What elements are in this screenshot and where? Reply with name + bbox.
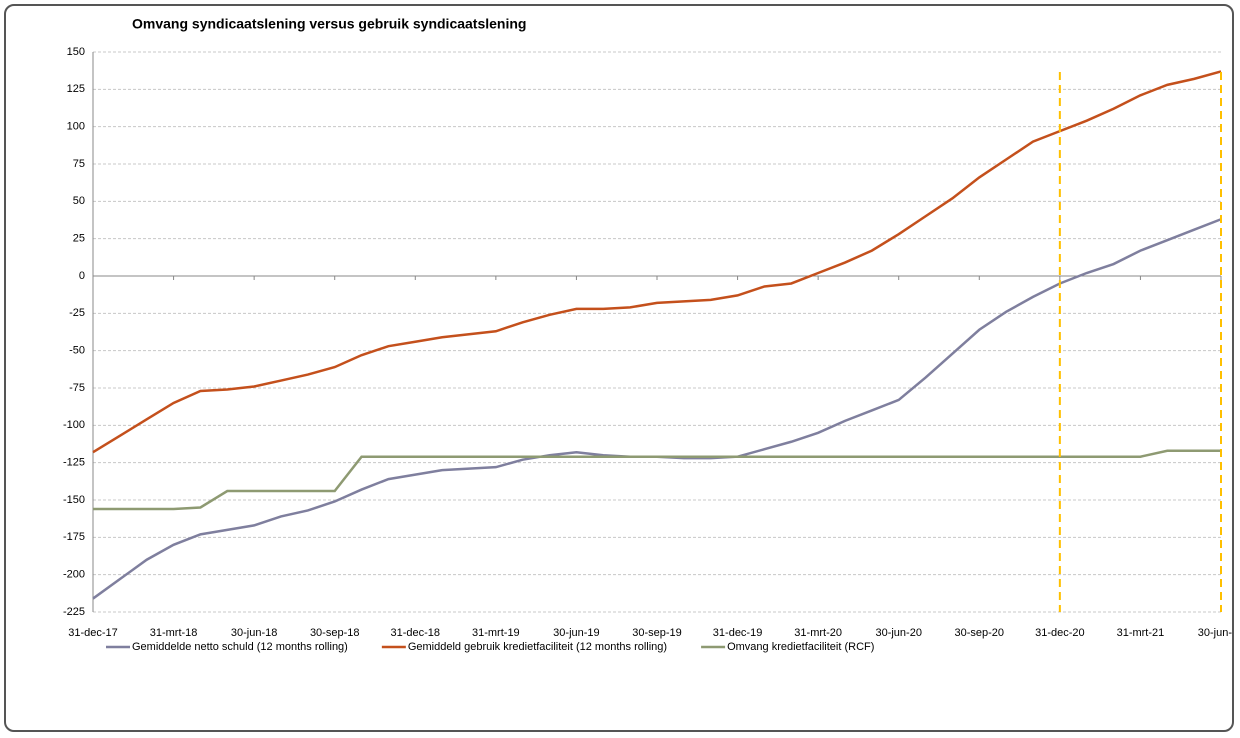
x-tick-label: 31-mrt-20 (794, 627, 842, 639)
y-tick-label: -100 (63, 419, 85, 431)
y-tick-label: 150 (67, 46, 85, 58)
x-tick-label: 31-mrt-21 (1117, 627, 1165, 639)
y-tick-label: 100 (67, 121, 85, 133)
x-tick-label: 31-mrt-18 (150, 627, 198, 639)
x-tick-label: 30-jun-19 (553, 627, 599, 639)
x-tick-label: 31-dec-18 (391, 627, 441, 639)
legend-label: Gemiddelde netto schuld (12 months rolli… (132, 641, 348, 653)
series-line (92, 70, 1222, 454)
x-tick-label: 30-sep-19 (632, 627, 682, 639)
y-tick-label: 75 (73, 158, 85, 170)
series-line (93, 449, 1221, 511)
chart-frame: Omvang syndicaatslening versus gebruik s… (4, 4, 1234, 732)
chart-title: Omvang syndicaatslening versus gebruik s… (132, 16, 526, 32)
legend-label: Gemiddeld gebruik kredietfaciliteit (12 … (408, 641, 667, 653)
y-tick-label: -200 (63, 569, 85, 581)
x-tick-label: 30-sep-18 (310, 627, 360, 639)
y-tick-label: -175 (63, 531, 85, 543)
x-tick-label: 31-dec-19 (713, 627, 763, 639)
x-tick-label: 31-dec-20 (1035, 627, 1085, 639)
y-tick-label: 0 (79, 270, 85, 282)
x-tick-label: 30-jun-18 (231, 627, 277, 639)
x-tick-label: 31-mrt-19 (472, 627, 520, 639)
x-tick-label: 30-jun-20 (875, 627, 921, 639)
y-tick-label: -50 (69, 345, 85, 357)
y-tick-label: -125 (63, 457, 85, 469)
y-tick-label: -150 (63, 494, 85, 506)
x-tick-label: 31-dec-17 (68, 627, 118, 639)
y-tick-label: 125 (67, 83, 85, 95)
legend-label: Omvang kredietfaciliteit (RCF) (727, 641, 874, 653)
y-tick-label: 50 (73, 195, 85, 207)
y-tick-label: 25 (73, 233, 85, 245)
y-tick-label: -225 (63, 606, 85, 618)
y-tick-label: -75 (69, 382, 85, 394)
x-tick-label: 30-sep-20 (955, 627, 1005, 639)
y-tick-label: -25 (69, 307, 85, 319)
x-tick-label: 30-jun-21 (1198, 627, 1234, 639)
chart: Omvang syndicaatslening versus gebruik s… (63, 16, 1234, 653)
